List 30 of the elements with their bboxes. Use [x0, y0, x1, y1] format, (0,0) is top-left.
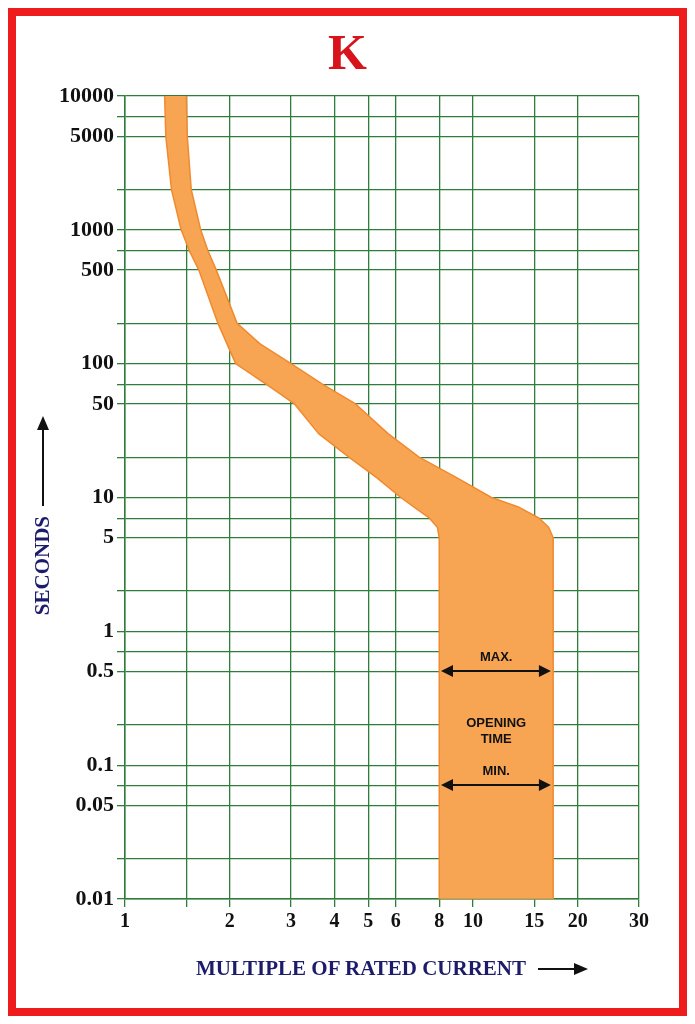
y-tick-label: 10000 — [59, 81, 114, 107]
y-tick-label: 0.01 — [75, 884, 114, 910]
x-tick-label: 30 — [629, 909, 649, 932]
y-tick-label: 100 — [81, 349, 114, 375]
y-tick-label: 5000 — [70, 121, 114, 147]
x-tick-label: 1 — [120, 909, 130, 932]
x-tick-label: 4 — [329, 909, 340, 932]
x-axis-title: MULTIPLE OF RATED CURRENT — [196, 956, 527, 981]
y-tick-label: 0.5 — [86, 657, 114, 683]
y-tick-label: 10 — [92, 483, 114, 509]
annotation: OPENING TIME — [466, 715, 527, 747]
x-tick-label: 15 — [524, 909, 545, 932]
y-tick-label: 50 — [92, 389, 114, 415]
y-tick-label: 1 — [103, 617, 114, 643]
y-tick-label: 500 — [81, 255, 114, 281]
annotation: MIN. — [482, 763, 510, 779]
chart-title: K — [328, 23, 368, 80]
annotation: MAX. — [479, 649, 513, 665]
y-tick-label: 0.05 — [75, 791, 114, 817]
x-tick-label: 2 — [224, 909, 235, 932]
x-tick-label: 8 — [434, 909, 445, 932]
x-tick-label: 10 — [462, 909, 483, 932]
x-tick-label: 3 — [286, 909, 297, 932]
y-tick-label: 5 — [103, 523, 114, 549]
x-tick-label: 5 — [363, 909, 374, 932]
x-tick-label: 6 — [390, 909, 401, 932]
y-axis-title: SECONDS — [30, 516, 55, 616]
x-tick-label: 20 — [567, 909, 588, 932]
y-tick-label: 1000 — [70, 215, 114, 241]
y-tick-label: 0.1 — [86, 750, 114, 776]
